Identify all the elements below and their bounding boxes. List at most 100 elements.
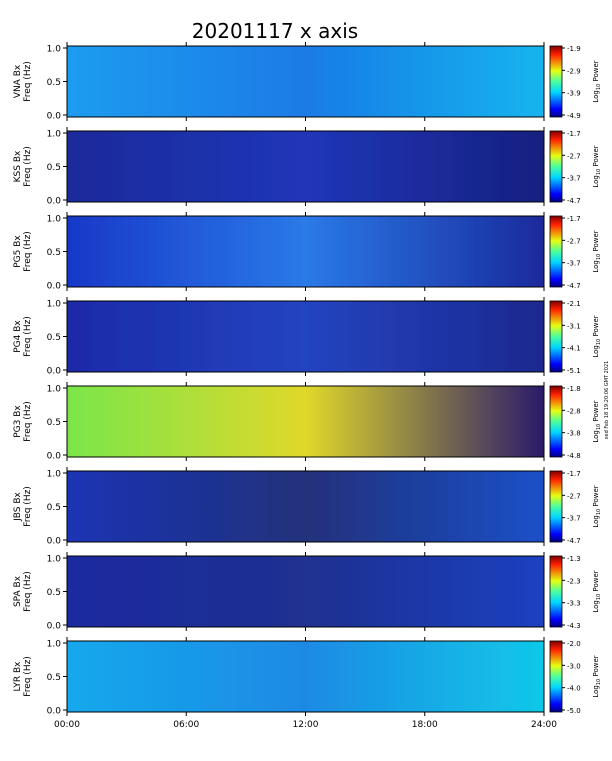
y-axis-label: Freq (Hz) xyxy=(23,486,33,527)
panel-jbs: 0.0 0.5 1.0 JBS Bx Freq (Hz) -1.7 -2.7 -3.7 -4.7… xyxy=(13,467,602,547)
colorbar-tick-label: -2.9 xyxy=(567,67,581,75)
colorbar-tick-label: -1.7 xyxy=(567,215,581,223)
panel-kss: 0.0 0.5 1.0 KSS Bx Freq (Hz) -1.7 -2.7 -3.7 -4.7… xyxy=(13,127,602,207)
colorbar-tick-label: -4.1 xyxy=(567,345,581,353)
spectrogram-area xyxy=(67,471,544,542)
colorbar-tick-label: -1.3 xyxy=(567,555,581,563)
y-tick-label: 1.0 xyxy=(47,45,62,55)
spectrogram-area xyxy=(67,216,544,287)
colorbar-tick-label: -3.3 xyxy=(567,600,581,608)
y-tick-label: 0.5 xyxy=(47,78,61,88)
y-axis-label: KSS Bx xyxy=(13,150,23,182)
colorbar-tick-label: -2.8 xyxy=(567,407,581,415)
colorbar-tick-label: -1.9 xyxy=(567,45,581,53)
spectrogram-area xyxy=(67,46,544,117)
y-tick-label: 1.0 xyxy=(47,300,62,310)
colorbar-tick-label: -4.7 xyxy=(567,197,581,205)
y-tick-label: 1.0 xyxy=(47,130,62,140)
colorbar-label: Log10 Power xyxy=(592,145,602,187)
colorbar-tick-label: -1.8 xyxy=(567,385,581,393)
panel-pg3: 0.0 0.5 1.0 PG3 Bx Freq (Hz) -1.8 -2.8 -3.8 -4.8… xyxy=(13,382,602,462)
colorbar xyxy=(549,45,563,118)
y-tick-label: 0.0 xyxy=(47,622,62,632)
y-axis-label: Freq (Hz) xyxy=(23,571,33,612)
y-axis-label: PG3 Bx xyxy=(13,405,23,438)
y-axis-label: PG5 Bx xyxy=(13,235,23,268)
colorbar-label: Log10 Power xyxy=(592,485,602,527)
colorbar-label: Log10 Power xyxy=(592,570,602,612)
y-tick-label: 0.0 xyxy=(47,282,62,292)
panel-pg5: 0.0 0.5 1.0 PG5 Bx Freq (Hz) -1.7 -2.7 -3.7 -4.7… xyxy=(13,212,602,292)
colorbar-tick-label: -3.9 xyxy=(567,90,581,98)
y-tick-label: 0.0 xyxy=(47,197,62,207)
y-axis-label: JBS Bx xyxy=(13,491,23,521)
colorbar-tick-label: -2.1 xyxy=(567,300,581,308)
colorbar-tick-label: -5.1 xyxy=(567,367,581,375)
y-tick-label: 1.0 xyxy=(47,470,62,480)
y-axis-label: LYR Bx xyxy=(13,661,23,692)
colorbar-tick-label: -2.7 xyxy=(567,152,581,160)
x-tick-label: 18:00 xyxy=(412,720,438,730)
colorbar-label: Log10 Power xyxy=(592,60,602,102)
y-tick-label: 0.0 xyxy=(47,367,62,377)
colorbar-tick-label: -5.0 xyxy=(567,707,581,715)
y-axis-label: Freq (Hz) xyxy=(23,316,33,357)
y-tick-label: 1.0 xyxy=(47,640,62,650)
y-axis-label: PG4 Bx xyxy=(13,320,23,353)
figure-title: 20201117 x axis xyxy=(192,19,358,43)
y-tick-label: 0.5 xyxy=(47,163,61,173)
colorbar-tick-label: -4.7 xyxy=(567,537,581,545)
spectrogram-area xyxy=(67,131,544,202)
y-tick-label: 0.5 xyxy=(47,418,61,428)
x-tick-label: 06:00 xyxy=(173,720,199,730)
colorbar-tick-label: -1.7 xyxy=(567,130,581,138)
colorbar-tick-label: -3.7 xyxy=(567,260,581,268)
x-tick-label: 24:00 xyxy=(531,720,557,730)
colorbar-label: Log10 Power xyxy=(592,655,602,697)
y-tick-label: 0.5 xyxy=(47,673,61,683)
colorbar-tick-label: -2.0 xyxy=(567,640,581,648)
colorbar-tick-label: -2.7 xyxy=(567,492,581,500)
y-tick-label: 0.0 xyxy=(47,707,62,717)
colorbar xyxy=(549,215,563,288)
y-tick-label: 0.5 xyxy=(47,588,61,598)
y-tick-label: 0.5 xyxy=(47,248,61,258)
colorbar-tick-label: -3.7 xyxy=(567,515,581,523)
y-axis-label: SPA Bx xyxy=(13,575,23,607)
colorbar xyxy=(549,555,563,628)
colorbar xyxy=(549,640,563,713)
y-axis-label: VNA Bx xyxy=(13,64,23,98)
colorbar-tick-label: -3.7 xyxy=(567,175,581,183)
colorbar-tick-label: -4.8 xyxy=(567,452,581,460)
colorbar xyxy=(549,385,563,458)
colorbar-tick-label: -4.3 xyxy=(567,622,581,630)
panel-pg4: 0.0 0.5 1.0 PG4 Bx Freq (Hz) -2.1 -3.1 -4.1 -5.1… xyxy=(13,297,602,377)
colorbar xyxy=(549,130,563,203)
colorbar-tick-label: -1.7 xyxy=(567,470,581,478)
y-axis-label: Freq (Hz) xyxy=(23,401,33,442)
x-tick-label: 00:00 xyxy=(54,720,80,730)
spectrogram-area xyxy=(67,641,544,712)
panel-lyr: 0.0 0.5 1.0 LYR Bx Freq (Hz) 00:00 06:00 12:00 1… xyxy=(13,637,602,730)
colorbar-tick-label: -3.0 xyxy=(567,662,581,670)
colorbar-tick-label: -4.0 xyxy=(567,685,581,693)
panel-vna: 0.0 0.5 1.0 VNA Bx Freq (Hz) -1.9 -2.9 -3.9 -4.9… xyxy=(13,42,602,122)
colorbar-tick-label: -3.1 xyxy=(567,322,581,330)
colorbar-tick-label: -4.7 xyxy=(567,282,581,290)
y-axis-label: Freq (Hz) xyxy=(23,231,33,272)
colorbar xyxy=(549,470,563,543)
colorbar-label: Log10 Power xyxy=(592,400,602,442)
y-tick-label: 0.0 xyxy=(47,112,62,122)
colorbar-label: Log10 Power xyxy=(592,315,602,357)
spectrogram-area xyxy=(67,556,544,627)
colorbar-tick-label: -2.3 xyxy=(567,577,581,585)
y-tick-label: 1.0 xyxy=(47,385,62,395)
side-note: xed Feb 18 19:20:06 GMT 2021 xyxy=(604,361,610,440)
y-tick-label: 0.0 xyxy=(47,537,62,547)
colorbar-label: Log10 Power xyxy=(592,230,602,272)
colorbar-tick-label: -3.8 xyxy=(567,430,581,438)
y-tick-label: 0.5 xyxy=(47,333,61,343)
